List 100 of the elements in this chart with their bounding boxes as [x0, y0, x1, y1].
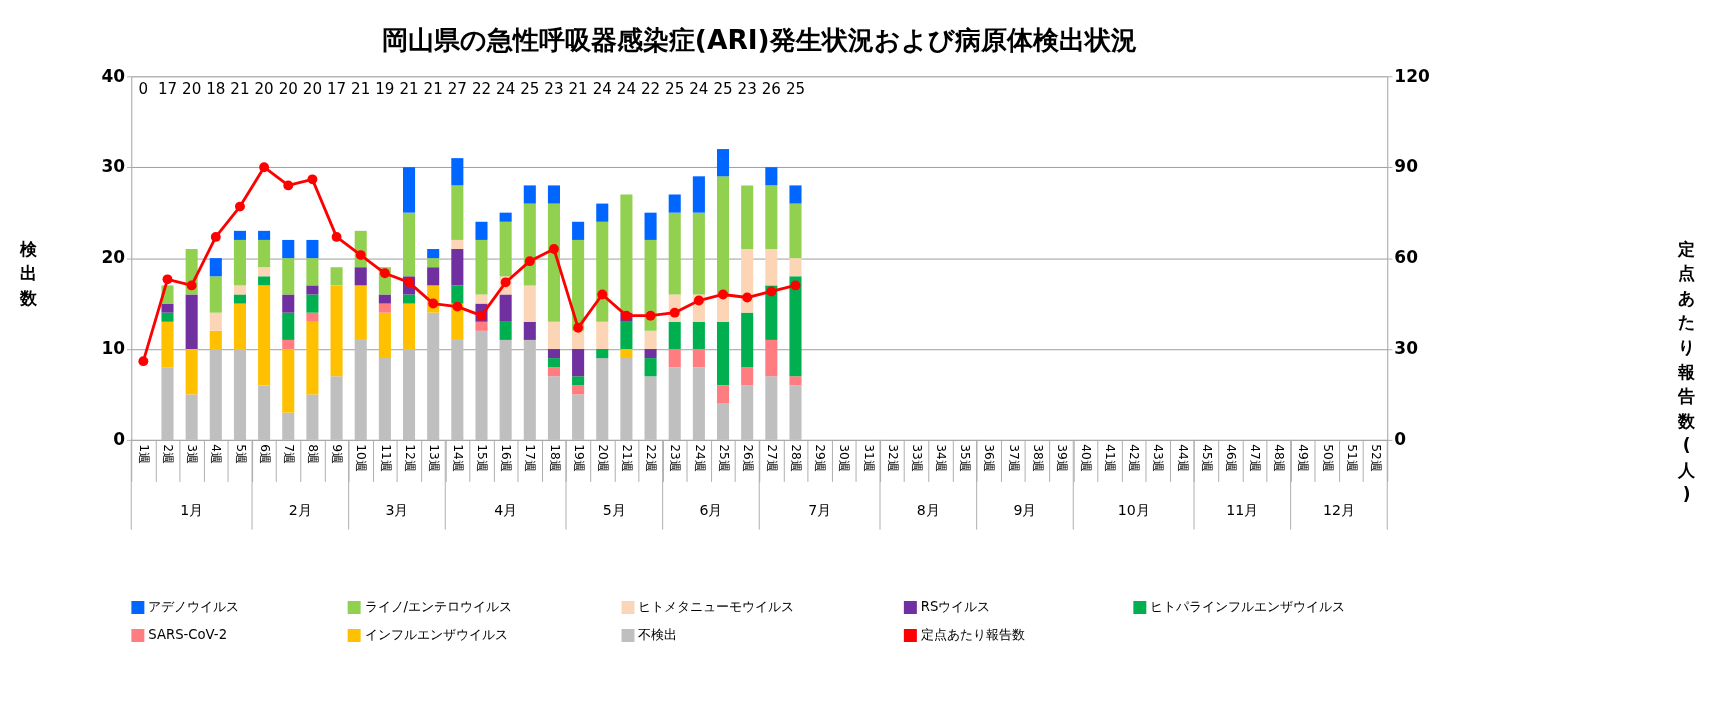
annotation: 21 — [230, 80, 250, 99]
x-tick-label: 21週 — [620, 444, 635, 472]
bar — [741, 312, 754, 368]
bar — [499, 221, 512, 277]
x-tick-label: 51週 — [1344, 444, 1359, 472]
annotation: 20 — [278, 80, 298, 99]
x-tick-label: 41週 — [1103, 444, 1118, 472]
annotation: 18 — [206, 80, 226, 99]
bar — [716, 403, 730, 440]
bar — [161, 321, 174, 368]
bar — [596, 321, 609, 350]
bar — [209, 349, 222, 440]
bar — [402, 303, 416, 350]
x-tick-label: 9週 — [330, 444, 345, 464]
y-tick-label: 10 — [101, 338, 126, 359]
bar — [620, 321, 633, 350]
x-tick-label: 43週 — [1151, 444, 1166, 472]
bar — [282, 349, 295, 413]
annotation: 24 — [496, 80, 516, 99]
point — [210, 231, 221, 242]
annotation: 21 — [423, 80, 443, 99]
bar — [765, 376, 778, 440]
bar — [161, 367, 174, 440]
annotation: 25 — [785, 80, 806, 99]
bar — [596, 203, 609, 222]
bar — [282, 339, 295, 350]
point — [307, 174, 318, 185]
bar — [161, 303, 174, 313]
bar — [572, 394, 585, 440]
bar — [427, 312, 440, 440]
x-tick-label: 28週 — [789, 444, 804, 472]
point — [138, 356, 149, 367]
bar — [451, 158, 464, 186]
bar — [596, 221, 609, 322]
bar — [258, 267, 271, 277]
x-tick-label: 30週 — [837, 444, 852, 472]
bar — [427, 249, 440, 259]
bar — [523, 203, 536, 286]
bar — [523, 339, 536, 440]
y-axis-title: 検出数 — [19, 238, 39, 308]
bar — [547, 321, 560, 350]
annotation: 25 — [713, 80, 733, 99]
bar — [789, 376, 802, 386]
bar — [306, 239, 319, 259]
x-tick-label: 39週 — [1054, 444, 1069, 472]
annotation: 25 — [665, 80, 685, 99]
bar — [499, 294, 512, 322]
bar — [547, 358, 560, 368]
text: 6月 — [699, 502, 723, 519]
bar — [741, 367, 754, 386]
bar — [547, 376, 560, 440]
bar — [209, 258, 222, 277]
bar — [572, 221, 585, 240]
bar — [789, 185, 802, 204]
bar — [258, 276, 271, 286]
point — [355, 250, 366, 261]
bar — [354, 339, 367, 440]
annotation: 22 — [640, 80, 661, 99]
text: 定点あたり報告数(人) — [1678, 238, 1696, 505]
bar — [547, 367, 560, 377]
x-tick-label: 25週 — [716, 444, 731, 472]
point — [718, 289, 728, 300]
x-tick-label: 23週 — [668, 444, 683, 472]
x-tick-label: 10週 — [354, 444, 369, 472]
x-tick-label: 6週 — [257, 444, 272, 464]
annotation: 22 — [471, 80, 492, 99]
bar — [185, 349, 198, 395]
annotation: 20 — [254, 80, 274, 99]
bar — [692, 349, 705, 368]
bar — [233, 349, 246, 440]
x-tick-label: 1週 — [137, 444, 152, 464]
point — [186, 280, 197, 291]
annotation: 24 — [689, 80, 709, 99]
text: 9月 — [1013, 502, 1037, 519]
x-tick-label: 27週 — [765, 444, 780, 472]
bar — [354, 267, 367, 286]
x-tick-label: 19週 — [571, 444, 586, 472]
bar — [233, 294, 246, 304]
bar — [209, 276, 222, 313]
point — [162, 274, 173, 285]
bar — [547, 349, 560, 359]
x-tick-label: 33週 — [909, 444, 924, 472]
bar — [233, 239, 246, 286]
bar — [765, 249, 778, 286]
x-tick-label: 32週 — [885, 444, 900, 472]
bar — [716, 385, 730, 404]
bar — [741, 385, 754, 440]
x-tick-label: 46週 — [1223, 444, 1238, 472]
bar — [668, 349, 681, 368]
bar — [330, 267, 343, 286]
bar — [644, 349, 657, 359]
bar — [185, 394, 198, 440]
bar — [547, 185, 560, 204]
x-tick-label: 31週 — [861, 444, 876, 472]
bar — [692, 176, 705, 213]
text: 5月 — [602, 502, 626, 519]
y-tick-label: 20 — [101, 247, 126, 268]
x-tick-label: 2週 — [161, 444, 176, 464]
annotation: 26 — [761, 80, 781, 99]
bar — [258, 230, 271, 240]
